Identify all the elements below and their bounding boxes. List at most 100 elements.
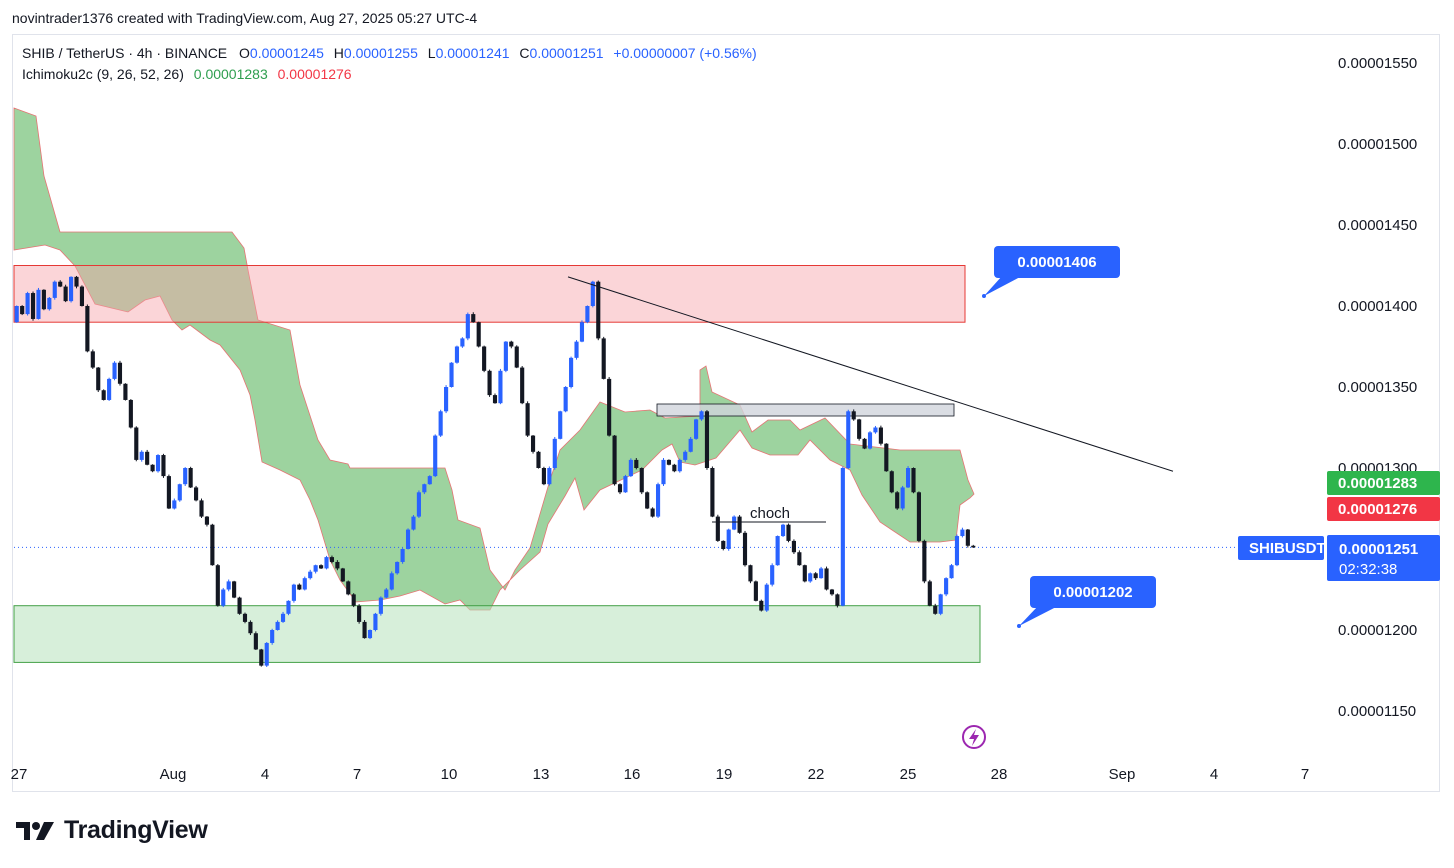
candle-body bbox=[155, 455, 161, 472]
candle bbox=[107, 377, 112, 401]
resistance-box[interactable] bbox=[656, 403, 955, 417]
candle bbox=[498, 368, 503, 405]
candle bbox=[58, 280, 63, 288]
price-axis[interactable]: 0.00001550 0.00001500 0.00001450 0.00001400… bbox=[1338, 55, 1417, 720]
date-tick-label: 28 bbox=[991, 766, 1008, 783]
close-value: 0.00001251 bbox=[529, 45, 604, 61]
candle bbox=[101, 389, 106, 401]
candle-body bbox=[775, 536, 780, 566]
candle bbox=[215, 563, 220, 607]
indicator-name[interactable]: Ichimoku2c (9, 26, 52, 26) bbox=[22, 66, 184, 82]
candle-body bbox=[422, 484, 427, 493]
candle-body bbox=[927, 581, 932, 606]
candle bbox=[302, 576, 307, 591]
candle bbox=[188, 466, 193, 489]
candle bbox=[270, 628, 275, 645]
candle-body bbox=[237, 597, 242, 614]
candle-body bbox=[183, 468, 188, 485]
candle bbox=[889, 470, 894, 494]
candle-body bbox=[150, 464, 155, 472]
symbol-name[interactable]: SHIB / TetherUS · 4h · BINANCE bbox=[22, 45, 228, 61]
candle bbox=[286, 600, 291, 616]
candle bbox=[248, 620, 253, 636]
price-tick-label: 0.00001200 bbox=[1338, 622, 1417, 639]
date-tick-label: 25 bbox=[900, 766, 917, 783]
ichimoku-cloud bbox=[13, 107, 975, 611]
candle bbox=[775, 535, 780, 566]
date-tick-label: 22 bbox=[808, 766, 825, 783]
candle bbox=[748, 564, 753, 584]
candle-body bbox=[373, 613, 378, 630]
candle bbox=[139, 450, 144, 462]
candle bbox=[520, 366, 525, 405]
candle bbox=[237, 596, 242, 615]
candle bbox=[503, 341, 508, 373]
candle-body bbox=[639, 468, 644, 493]
time-axis[interactable]: 27 Aug 4 7 10 13 16 19 22 25 28 Sep 4 7 bbox=[11, 766, 1310, 783]
candle-body bbox=[112, 362, 117, 379]
candle-body bbox=[69, 276, 74, 302]
candle bbox=[802, 564, 807, 583]
candle bbox=[677, 458, 682, 473]
candle bbox=[204, 516, 210, 527]
date-tick-label: 4 bbox=[1210, 766, 1218, 783]
candle-body bbox=[128, 399, 133, 428]
candle bbox=[514, 345, 519, 369]
symbol-tag: SHIBUSDT bbox=[1238, 536, 1326, 560]
candle-body bbox=[824, 568, 829, 590]
candle-body bbox=[297, 584, 302, 590]
candle-body bbox=[840, 468, 845, 606]
lightning-icon[interactable] bbox=[962, 725, 986, 749]
candle bbox=[476, 321, 481, 348]
candle-body bbox=[694, 419, 699, 439]
candle-body bbox=[411, 516, 416, 530]
trendline[interactable] bbox=[567, 276, 1174, 472]
candle bbox=[808, 572, 813, 583]
candle bbox=[264, 642, 269, 668]
symbol-tag-text: SHIBUSDT bbox=[1249, 540, 1326, 557]
candle bbox=[911, 467, 916, 494]
candle bbox=[172, 498, 177, 510]
candle-body bbox=[226, 581, 231, 590]
candle-body bbox=[862, 438, 867, 449]
candle-body bbox=[395, 561, 400, 574]
candle-body bbox=[732, 516, 737, 530]
candle-body bbox=[14, 306, 19, 323]
candle-body bbox=[569, 357, 574, 387]
candle bbox=[177, 483, 182, 502]
footer-brand[interactable]: TradingView bbox=[64, 816, 208, 844]
candle-body bbox=[857, 419, 862, 439]
low-value: 0.00001241 bbox=[435, 45, 510, 61]
candle bbox=[405, 528, 411, 550]
price-tag-value: 0.00001251 bbox=[1339, 541, 1418, 558]
callout-anchor bbox=[1017, 624, 1021, 628]
cloud-tag-red-text: 0.00001276 bbox=[1338, 501, 1417, 518]
candle-body bbox=[313, 565, 318, 572]
candle-body bbox=[867, 432, 873, 449]
candle-body bbox=[661, 459, 666, 485]
candle-body bbox=[286, 600, 291, 614]
candle-body bbox=[742, 532, 748, 566]
candle bbox=[280, 611, 286, 623]
candle-body bbox=[607, 378, 612, 436]
demand-zone[interactable] bbox=[13, 605, 981, 663]
candle-body bbox=[585, 306, 590, 323]
candle bbox=[862, 437, 867, 450]
candle-body bbox=[699, 411, 704, 420]
candle bbox=[878, 425, 883, 446]
candle bbox=[617, 483, 623, 495]
candle bbox=[487, 369, 492, 397]
candle bbox=[547, 466, 552, 486]
candle bbox=[291, 583, 296, 603]
low-label: L bbox=[427, 45, 436, 61]
candle-body bbox=[454, 346, 460, 363]
candle-body bbox=[960, 529, 965, 537]
high-label: H bbox=[333, 45, 344, 61]
candle bbox=[324, 555, 329, 570]
candle bbox=[232, 580, 237, 599]
supply-zone[interactable] bbox=[13, 265, 966, 323]
candle bbox=[454, 345, 460, 364]
candle-body bbox=[911, 468, 916, 493]
candle-body bbox=[351, 594, 356, 606]
